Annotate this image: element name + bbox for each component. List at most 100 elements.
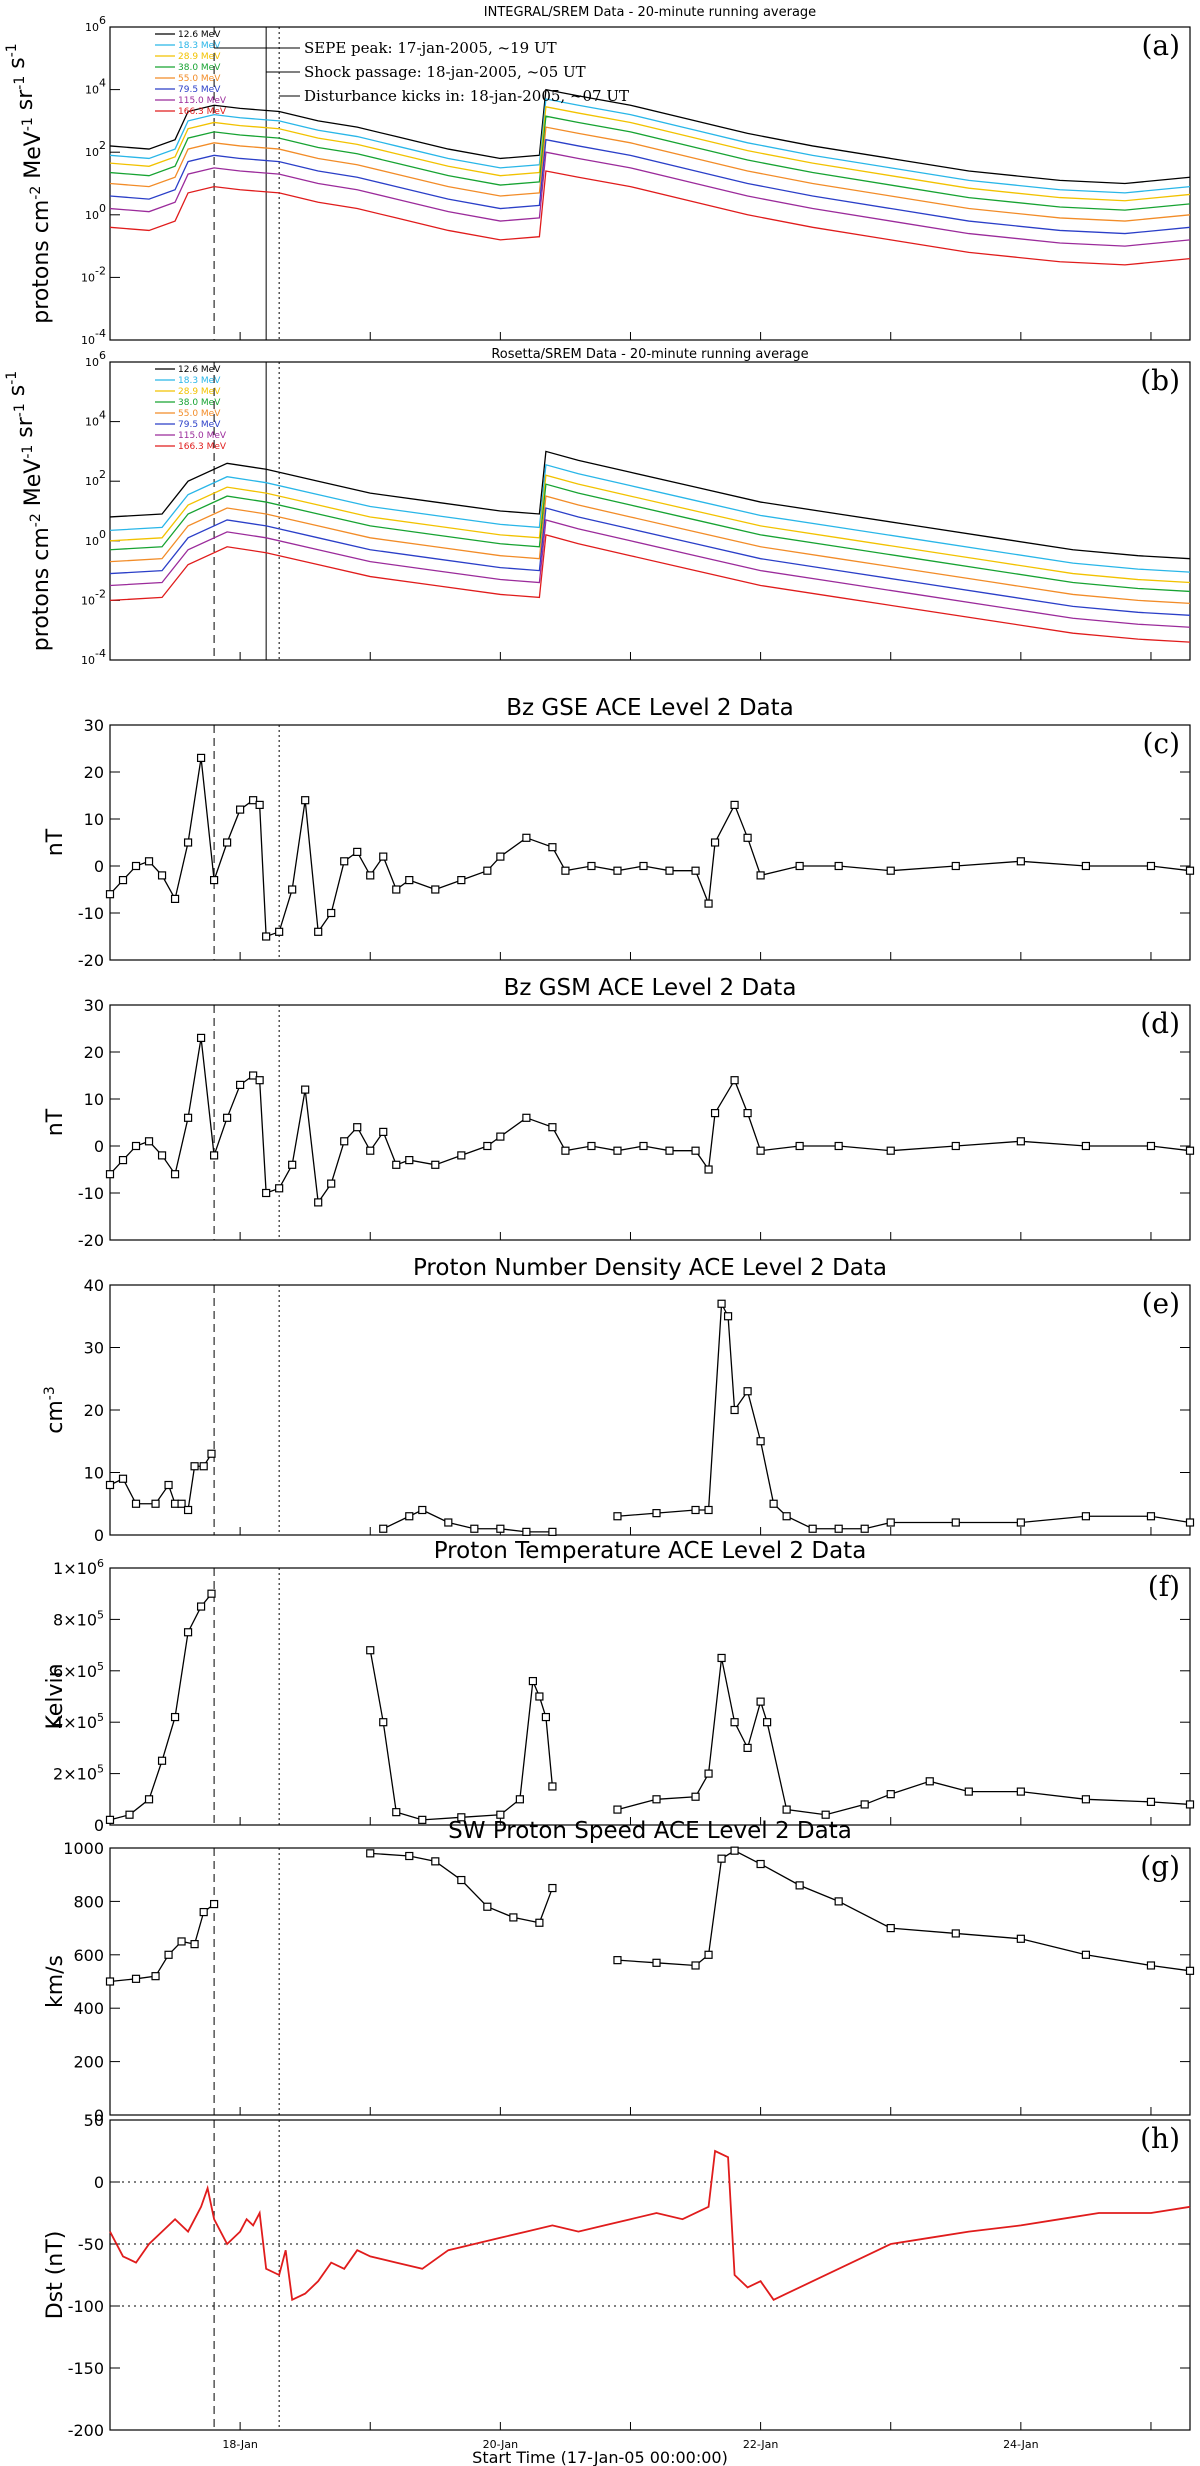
- data-point: [587, 1141, 596, 1151]
- y-tick-label-sup: 6: [99, 349, 106, 362]
- y-label-part: protons cm: [29, 527, 54, 651]
- data-point: [613, 1512, 622, 1521]
- data-point: [834, 1524, 843, 1533]
- data-point: [236, 1080, 245, 1090]
- data-point: [105, 1170, 115, 1179]
- data-point: [763, 1718, 772, 1727]
- y-tick-label-base: 10: [85, 356, 99, 369]
- data-point: [665, 1146, 674, 1155]
- data-point: [392, 1808, 401, 1817]
- data-point: [535, 1692, 544, 1701]
- y-label-part: protons cm: [29, 200, 54, 324]
- y-tick-label-sup: 2: [99, 468, 106, 481]
- data-point: [886, 1790, 895, 1799]
- y-label-part: sr: [13, 89, 38, 117]
- data-point: [418, 1815, 427, 1824]
- data-point: [301, 1085, 310, 1094]
- data-point: [144, 1137, 154, 1146]
- data-point: [665, 866, 674, 875]
- y-tick-label-sup: 6: [99, 14, 106, 27]
- data-point: [743, 1108, 752, 1118]
- data-point: [756, 1146, 765, 1155]
- data-point: [223, 838, 232, 847]
- data-point: [561, 1146, 570, 1155]
- y-axis-label: nT: [43, 1108, 68, 1136]
- data-point: [691, 1792, 700, 1801]
- y-tick-label: 0: [94, 857, 104, 876]
- series-line-7: [109, 170, 1191, 266]
- panel-letter: (e): [1142, 1287, 1180, 1320]
- data-point: [444, 1518, 453, 1527]
- data-point: [196, 1033, 206, 1043]
- y-axis-label: Dst (nT): [43, 2231, 68, 2320]
- plot-frame: [109, 1847, 1191, 2116]
- y-tick-label: 104: [85, 77, 106, 97]
- y-tick-label: 102: [85, 139, 106, 159]
- data-point: [730, 1718, 739, 1727]
- data-point: [834, 861, 843, 871]
- data-point: [379, 1127, 388, 1137]
- x-tick-label: 22-Jan: [743, 2438, 779, 2451]
- y-tick-label: 30: [84, 1339, 104, 1358]
- data-point: [144, 1795, 154, 1804]
- y-tick-label: 1000: [63, 1839, 104, 1858]
- y-axis-label: protons cm-2 MeV-1 sr-1 s-1: [4, 371, 54, 651]
- annotation-text: Disturbance kicks in: 18-jan-2005, ~07 U…: [304, 87, 629, 105]
- plot-frame: [109, 26, 1191, 341]
- data-point: [405, 1512, 414, 1521]
- series-line-0: [109, 450, 1191, 560]
- y-tick-label: 100: [85, 528, 106, 548]
- y-tick-label: 10-4: [81, 327, 106, 347]
- legend-entry: 12.6 MeV: [178, 30, 221, 40]
- y-tick-label: 1×106: [53, 1557, 104, 1578]
- data-point: [1016, 1137, 1025, 1146]
- legend-entry: 38.0 MeV: [178, 63, 221, 73]
- data-point: [964, 1787, 973, 1796]
- data-point: [834, 1141, 843, 1151]
- plot-frame: [109, 1004, 1191, 1241]
- data-point: [743, 1743, 752, 1753]
- annotation-text: Shock passage: 18-jan-2005, ~05 UT: [304, 63, 586, 81]
- panel-letter: (b): [1140, 364, 1180, 397]
- data-point: [730, 1405, 739, 1415]
- data-point: [1016, 857, 1025, 866]
- data-point: [151, 1972, 160, 1981]
- y-tick-label-base: 10: [81, 654, 95, 667]
- data-point: [704, 1165, 713, 1174]
- data-point: [704, 1950, 713, 1959]
- data-point: [710, 1108, 720, 1118]
- data-point: [1081, 1512, 1091, 1521]
- y-tick-label: 0: [94, 1526, 104, 1545]
- data-point: [925, 1777, 934, 1786]
- y-tick-label-sup: 5: [97, 1660, 104, 1673]
- y-tick-label-sup: 5: [97, 1711, 104, 1724]
- data-point: [131, 861, 141, 871]
- data-point: [1016, 1787, 1025, 1796]
- data-point: [327, 908, 336, 918]
- panel-h: (h) -200 -150 -100 -50 0 50 Dst (nT) 18-Jan 20-Ja…: [43, 2111, 1191, 2451]
- y-label-part: s: [5, 57, 30, 75]
- data-point: [392, 885, 401, 894]
- y-tick-label: 800: [73, 1892, 104, 1911]
- series-line-0: [109, 88, 1191, 185]
- y-tick-label: 106: [85, 349, 106, 369]
- data-point: [743, 1387, 752, 1396]
- data-point: [1081, 1141, 1091, 1151]
- y-tick-label: 50: [84, 2111, 104, 2130]
- plot-frame: [109, 2119, 1191, 2431]
- y-label-sup: -1: [12, 76, 28, 90]
- data-point: [288, 885, 297, 894]
- y-tick-label: 40: [84, 1276, 104, 1295]
- y-label-sup: -3: [42, 1386, 58, 1400]
- data-point: [418, 1505, 427, 1515]
- data-point: [196, 753, 206, 763]
- data-point: [522, 833, 531, 842]
- data-point: [769, 1499, 778, 1508]
- data-point: [118, 1155, 128, 1165]
- panel-title: Bz GSM ACE Level 2 Data: [504, 975, 797, 1001]
- data-point: [522, 1527, 531, 1536]
- data-point: [528, 1676, 537, 1686]
- y-axis-label: nT: [43, 828, 68, 856]
- panel-letter: (a): [1141, 29, 1180, 62]
